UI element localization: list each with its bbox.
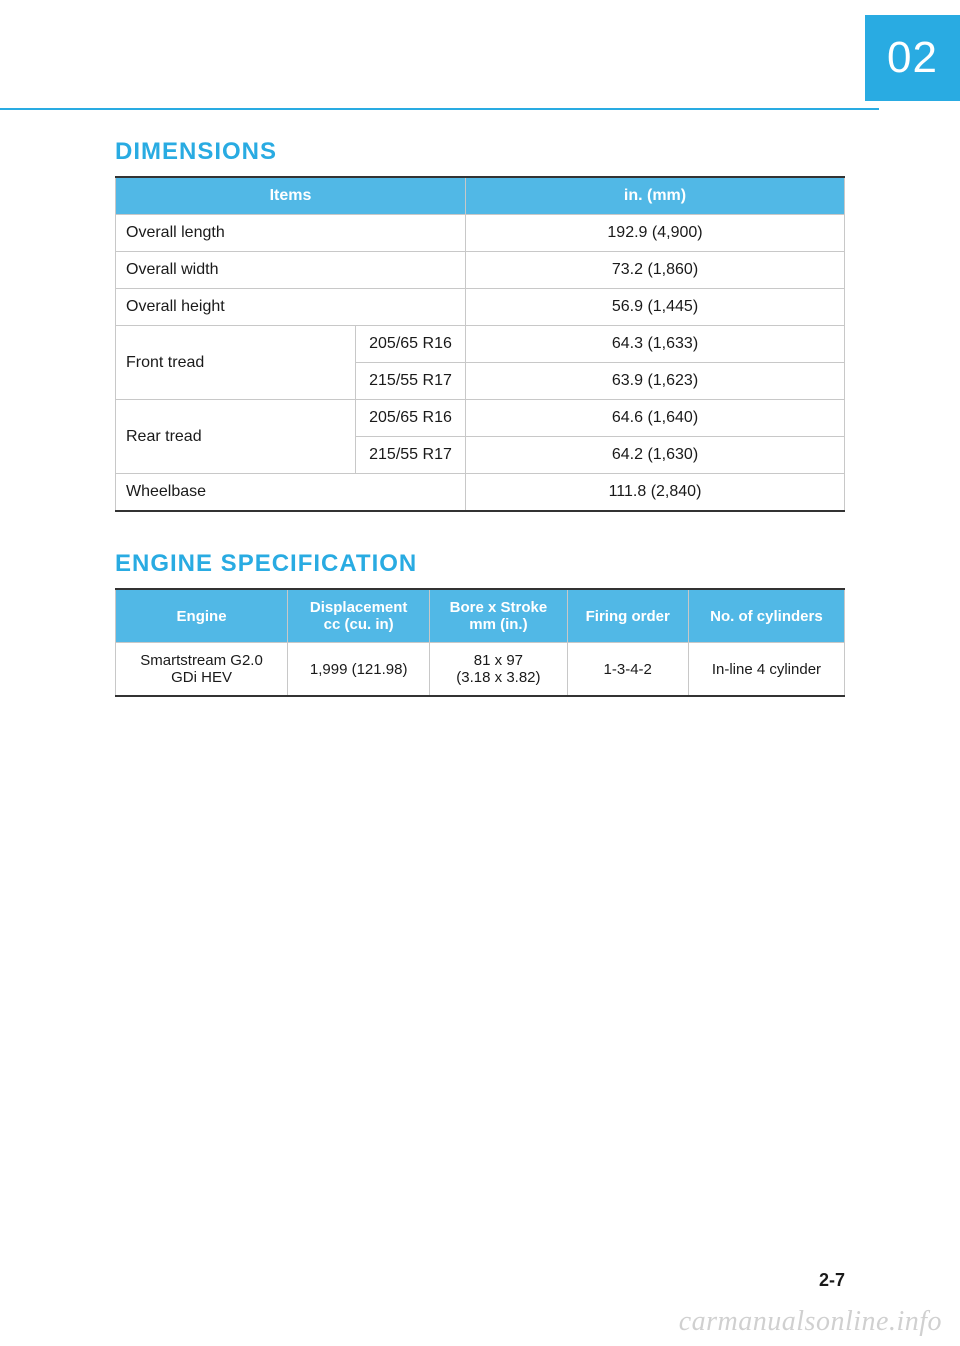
cell-label: Wheelbase bbox=[116, 474, 466, 512]
cell-value: 56.9 (1,445) bbox=[466, 289, 845, 326]
chapter-tab: 02 bbox=[865, 15, 960, 101]
cell-bore: 81 x 97 (3.18 x 3.82) bbox=[430, 643, 567, 697]
table-row: Smartstream G2.0 GDi HEV 1,999 (121.98) … bbox=[116, 643, 845, 697]
table-row: Front tread 205/65 R16 64.3 (1,633) bbox=[116, 326, 845, 363]
cell-label: Overall height bbox=[116, 289, 466, 326]
cell-spec: 205/65 R16 bbox=[356, 400, 466, 437]
cell-cylinders: In-line 4 cylinder bbox=[688, 643, 844, 697]
cell-value: 111.8 (2,840) bbox=[466, 474, 845, 512]
table-header-row: Items in. (mm) bbox=[116, 177, 845, 215]
cell-value: 64.6 (1,640) bbox=[466, 400, 845, 437]
table-row: Rear tread 205/65 R16 64.6 (1,640) bbox=[116, 400, 845, 437]
cell-firing: 1-3-4-2 bbox=[567, 643, 688, 697]
table-row: Overall height 56.9 (1,445) bbox=[116, 289, 845, 326]
cell-label: Overall length bbox=[116, 215, 466, 252]
engine-section: ENGINE SPECIFICATION Engine Displacement… bbox=[115, 550, 845, 697]
page-number: 2-7 bbox=[819, 1270, 845, 1291]
cell-value: 63.9 (1,623) bbox=[466, 363, 845, 400]
col-engine: Engine bbox=[116, 589, 288, 643]
col-items: Items bbox=[116, 177, 466, 215]
col-value: in. (mm) bbox=[466, 177, 845, 215]
cell-value: 64.3 (1,633) bbox=[466, 326, 845, 363]
dimensions-table: Items in. (mm) Overall length 192.9 (4,9… bbox=[115, 176, 845, 512]
table-header-row: Engine Displacement cc (cu. in) Bore x S… bbox=[116, 589, 845, 643]
cell-displacement: 1,999 (121.98) bbox=[288, 643, 430, 697]
engine-table: Engine Displacement cc (cu. in) Bore x S… bbox=[115, 588, 845, 697]
table-row: Overall width 73.2 (1,860) bbox=[116, 252, 845, 289]
cell-value: 192.9 (4,900) bbox=[466, 215, 845, 252]
cell-label: Rear tread bbox=[116, 400, 356, 474]
col-cylinders: No. of cylinders bbox=[688, 589, 844, 643]
col-firing: Firing order bbox=[567, 589, 688, 643]
col-displacement: Displacement cc (cu. in) bbox=[288, 589, 430, 643]
col-bore: Bore x Stroke mm (in.) bbox=[430, 589, 567, 643]
cell-value: 73.2 (1,860) bbox=[466, 252, 845, 289]
cell-label: Front tread bbox=[116, 326, 356, 400]
cell-spec: 215/55 R17 bbox=[356, 363, 466, 400]
table-row: Overall length 192.9 (4,900) bbox=[116, 215, 845, 252]
cell-engine: Smartstream G2.0 GDi HEV bbox=[116, 643, 288, 697]
table-row: Wheelbase 111.8 (2,840) bbox=[116, 474, 845, 512]
cell-spec: 205/65 R16 bbox=[356, 326, 466, 363]
page-content: DIMENSIONS Items in. (mm) Overall length… bbox=[115, 138, 845, 697]
cell-label: Overall width bbox=[116, 252, 466, 289]
cell-value: 64.2 (1,630) bbox=[466, 437, 845, 474]
watermark: carmanualsonline.info bbox=[679, 1306, 942, 1338]
engine-title: ENGINE SPECIFICATION bbox=[115, 550, 845, 578]
header-rule bbox=[0, 108, 879, 110]
cell-spec: 215/55 R17 bbox=[356, 437, 466, 474]
dimensions-title: DIMENSIONS bbox=[115, 138, 845, 166]
